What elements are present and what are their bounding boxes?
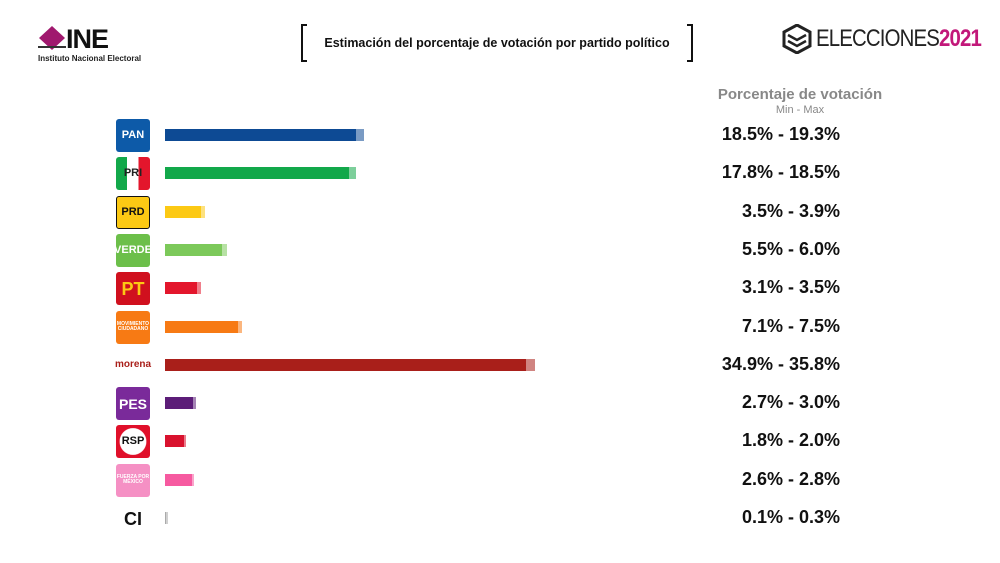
- elecciones-text: ELECCIONES: [816, 25, 940, 52]
- bar-row: PAN 18.5% - 19.3%: [0, 117, 1000, 153]
- party-logo: VERDE: [114, 233, 152, 267]
- party-logo: PRI: [116, 157, 150, 191]
- bar-row: FUERZA POR MÉXICO 2.6% - 2.8%: [0, 462, 1000, 498]
- party-logo: PES: [116, 387, 150, 421]
- value-label: 5.5% - 6.0%: [741, 238, 840, 259]
- elecciones-logo: ELECCIONES2021: [782, 24, 1000, 54]
- bar-min: [165, 320, 239, 333]
- value-label: 17.8% - 18.5%: [721, 162, 840, 183]
- party-logo: PT: [116, 272, 150, 306]
- value-label: 3.1% - 3.5%: [741, 277, 840, 298]
- column-subtitle: Min - Max: [775, 104, 825, 116]
- chart-title: Estimación del porcentaje de votación po…: [301, 24, 693, 62]
- bar-max: [165, 512, 169, 524]
- value-label: 3.5% - 3.9%: [741, 200, 840, 221]
- bar-row: morena 34.9% - 35.8%: [0, 347, 1000, 383]
- bar-min: [165, 282, 198, 295]
- value-label: 7.1% - 7.5%: [741, 315, 840, 336]
- party-logo: PAN: [116, 119, 150, 152]
- party-logo: morena: [115, 348, 151, 382]
- party-logo: PRD: [116, 195, 150, 229]
- party-logo: RSP: [116, 425, 150, 459]
- bar-row: VERDE 5.5% - 6.0%: [0, 232, 1000, 268]
- party-logo: FUERZA POR MÉXICO: [116, 463, 150, 497]
- chart-title-text: Estimación del porcentaje de votación po…: [324, 36, 670, 50]
- elecciones-year: 2021: [939, 25, 982, 52]
- bar-row: PT 3.1% - 3.5%: [0, 270, 1000, 306]
- elecciones-cube-icon: [782, 24, 812, 54]
- bar-min: [165, 473, 192, 486]
- party-logo: MOVIMIENTO CIUDADANO: [116, 310, 150, 344]
- value-label: 2.7% - 3.0%: [741, 392, 840, 413]
- bar-row: PRD 3.5% - 3.9%: [0, 194, 1000, 230]
- bar-min: [165, 358, 526, 371]
- party-logo: CI: [116, 502, 150, 535]
- bar-row: PRI 17.8% - 18.5%: [0, 155, 1000, 191]
- value-label: 34.9% - 35.8%: [721, 353, 840, 374]
- ine-diamond-icon: [38, 26, 66, 50]
- column-title: Porcentaje de votación: [717, 86, 883, 103]
- bar-min: [165, 167, 349, 180]
- bar-min: [165, 129, 357, 141]
- bar-min: [165, 512, 167, 524]
- bar-min: [165, 205, 202, 218]
- ine-subtitle: Instituto Nacional Electoral: [38, 54, 142, 63]
- value-label: 2.6% - 2.8%: [741, 468, 840, 489]
- value-label: 0.1% - 0.3%: [741, 507, 840, 527]
- bar-min: [165, 435, 184, 448]
- bar-row: PES 2.7% - 3.0%: [0, 385, 1000, 421]
- bar-min: [165, 243, 222, 256]
- bar-row: MOVIMIENTO CIUDADANO 7.1% - 7.5%: [0, 309, 1000, 345]
- ine-wordmark: INE: [66, 24, 109, 54]
- bar-min: [165, 397, 193, 410]
- value-label: 1.8% - 2.0%: [741, 430, 840, 451]
- bar-row: RSP 1.8% - 2.0%: [0, 423, 1000, 459]
- value-label: 18.5% - 19.3%: [721, 124, 840, 144]
- bar-row: CI 0.1% - 0.3%: [0, 500, 1000, 536]
